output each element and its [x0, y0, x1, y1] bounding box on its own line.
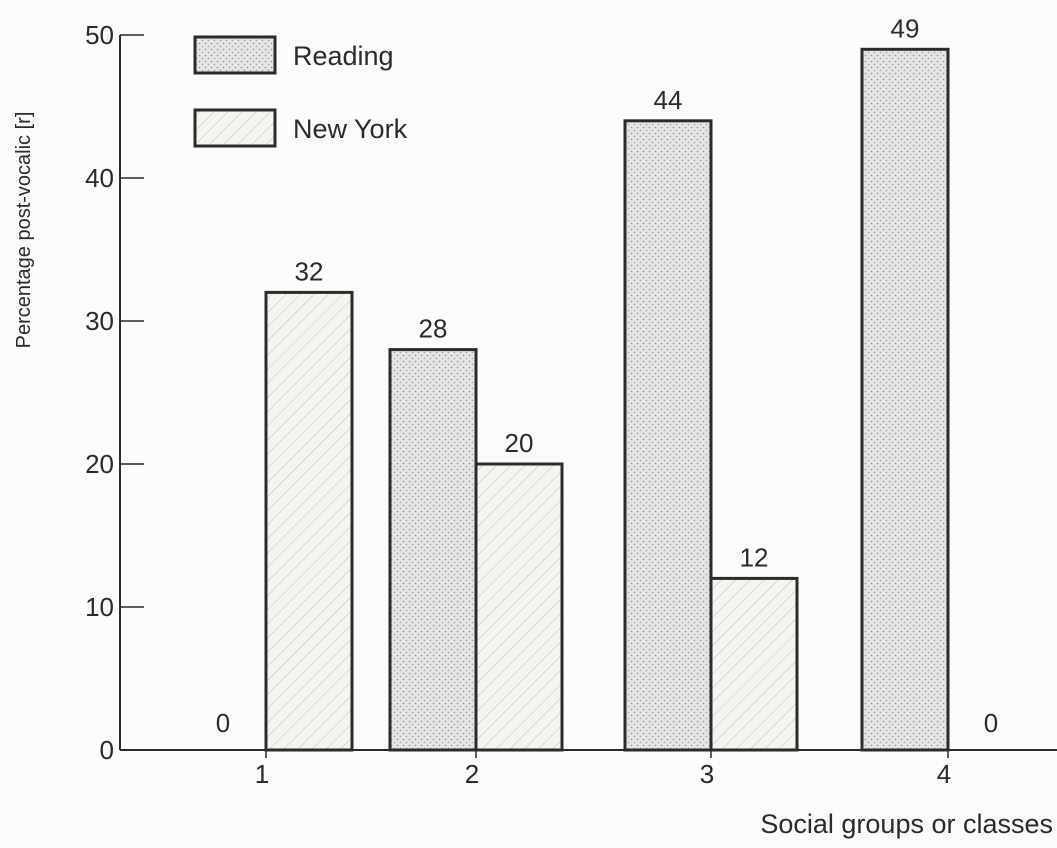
data-label-new-york-2: 20 — [505, 428, 534, 458]
data-label-new-york-1: 32 — [295, 256, 324, 286]
legend-label-new-york: New York — [293, 114, 408, 144]
data-label-new-york-3: 12 — [740, 542, 769, 572]
data-label-reading-3: 44 — [654, 85, 683, 115]
y-tick-label-20: 20 — [85, 449, 114, 479]
data-label-reading-2: 28 — [419, 314, 448, 344]
x-tick-label-4: 4 — [937, 759, 951, 789]
bar-reading-4 — [860, 47, 950, 752]
bar-new-york-3 — [709, 576, 799, 752]
bar-reading-2 — [388, 348, 478, 752]
legend-label-reading: Reading — [293, 41, 394, 71]
bar-new-york-2 — [474, 462, 564, 752]
bar-reading-3 — [623, 119, 713, 752]
x-axis-label: Social groups or classes — [760, 809, 1053, 839]
x-tick-label-2: 2 — [465, 759, 479, 789]
y-tick-label-30: 30 — [85, 306, 114, 336]
bar-new-york-1 — [264, 290, 354, 752]
y-tick-label-50: 50 — [85, 20, 114, 50]
data-label-reading-1: 0 — [216, 708, 230, 738]
legend-swatch-new-york — [193, 108, 277, 148]
legend: Reading New York — [193, 35, 408, 148]
y-tick-label-0: 0 — [100, 735, 114, 765]
data-label-reading-4: 49 — [891, 13, 920, 43]
data-label-new-york-4: 0 — [984, 708, 998, 738]
x-tick-label-3: 3 — [700, 759, 714, 789]
y-tick-label-40: 40 — [85, 163, 114, 193]
legend-swatch-reading — [193, 35, 277, 75]
x-tick-label-1: 1 — [255, 759, 269, 789]
plot-area: 0 10 20 30 40 50 0 32 1 28 20 2 44 12 3 49 0 4 — [85, 13, 1057, 789]
y-axis-label: Percentage post-vocalic [r] — [13, 112, 35, 349]
y-tick-label-10: 10 — [85, 592, 114, 622]
